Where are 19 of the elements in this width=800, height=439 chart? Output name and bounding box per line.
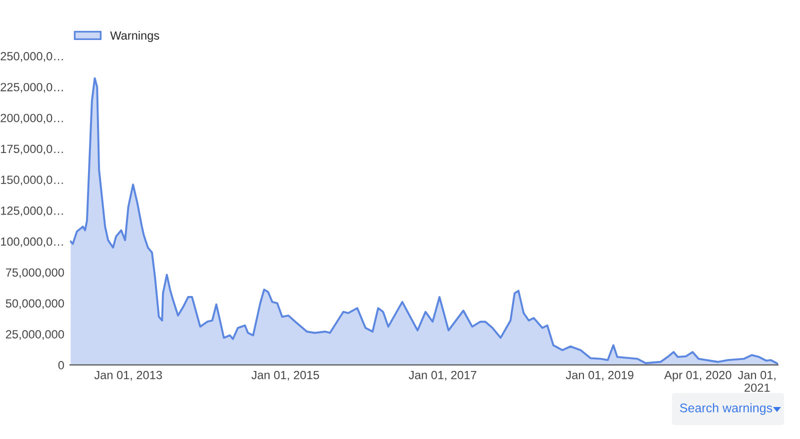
y-tick-label: 125,000,0… — [1, 206, 63, 216]
y-tick-label: 150,000,0… — [1, 176, 63, 186]
y-tick-label: 25,000,000 — [6, 330, 64, 340]
x-tick-label: Jan 01, 2021 — [738, 370, 776, 392]
y-tick-label: 50,000,000 — [6, 299, 64, 309]
y-tick-label: 225,000,0… — [0, 82, 63, 93]
y-tick-label: 0 — [58, 361, 64, 370]
x-tick-label: Jan 01, 2013 — [94, 370, 162, 381]
x-tick-label: Jan 01, 2015 — [251, 370, 320, 381]
x-tick-label: Apr 01, 2020 — [664, 370, 732, 382]
x-tick-label: Jan 01, 2017 — [408, 370, 476, 381]
y-tick-label: 175,000,0… — [1, 144, 63, 154]
x-tick-label: Jan 01, 2019 — [566, 370, 634, 381]
text: Search warnings — [680, 403, 772, 415]
legend-label: Warnings — [110, 31, 160, 42]
y-tick-label: 100,000,0… — [1, 237, 63, 248]
y-tick-label: 75,000,000 — [6, 268, 64, 278]
y-tick-label: 200,000,0… — [0, 114, 63, 124]
y-tick-label: 250,000,0… — [0, 52, 63, 62]
